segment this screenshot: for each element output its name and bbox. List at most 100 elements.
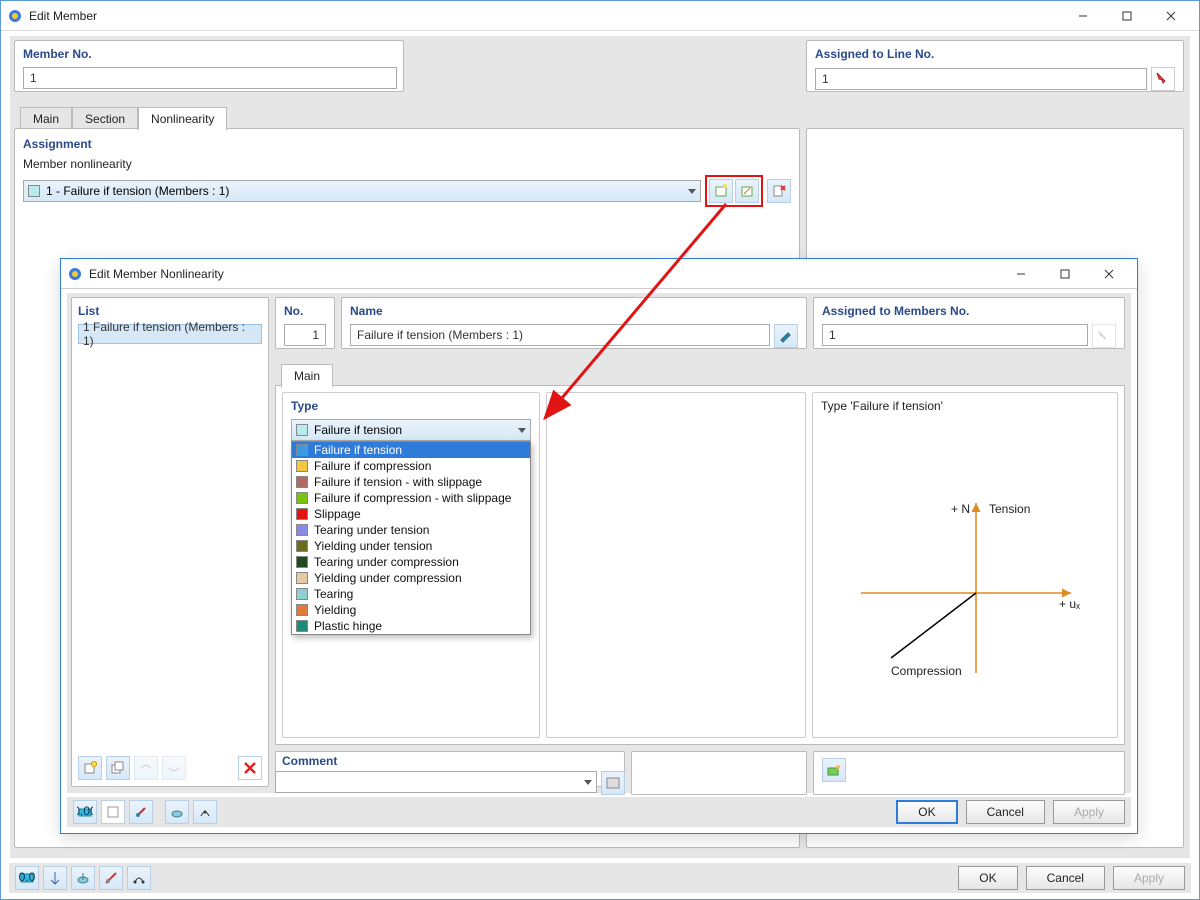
type-option[interactable]: Tearing under tension <box>292 522 530 538</box>
option-swatch <box>296 524 308 536</box>
inner-apply-button[interactable]: Apply <box>1053 800 1125 824</box>
option-label: Failure if tension <box>314 443 402 457</box>
assigned-line-group: Assigned to Line No. 1 <box>806 40 1184 92</box>
option-label: Plastic hinge <box>314 619 382 633</box>
option-swatch <box>296 444 308 456</box>
option-label: Yielding under tension <box>314 539 432 553</box>
inner-tabs: Main <box>281 363 333 387</box>
type-option[interactable]: Tearing <box>292 586 530 602</box>
preview-settings-button[interactable] <box>822 758 846 782</box>
no-field[interactable]: 1 <box>284 324 326 346</box>
footer-icon-3[interactable] <box>71 866 95 890</box>
comment-right-panel <box>813 751 1125 795</box>
inner-maximize-button[interactable] <box>1043 260 1087 288</box>
list-item[interactable]: 1 Failure if tension (Members : 1) <box>78 324 262 344</box>
close-button[interactable] <box>1149 2 1193 30</box>
type-dropdown[interactable]: Failure if tension Failure if tensionFai… <box>291 419 531 441</box>
footer-icon-5[interactable] <box>127 866 151 890</box>
maximize-button[interactable] <box>1105 2 1149 30</box>
inner-tab-main[interactable]: Main <box>281 364 333 388</box>
member-no-field[interactable]: 1 <box>23 67 397 89</box>
type-option[interactable]: Slippage <box>292 506 530 522</box>
chevron-down-icon <box>584 780 592 785</box>
comment-field[interactable] <box>275 771 597 793</box>
preview-title: Type 'Failure if tension' <box>821 399 1109 413</box>
type-group: Type Failure if tension Failure if tensi… <box>282 392 540 738</box>
outer-apply-button[interactable]: Apply <box>1113 866 1185 890</box>
pick-line-button[interactable] <box>1151 67 1175 91</box>
type-option[interactable]: Failure if compression <box>292 458 530 474</box>
nonlinearity-dropdown[interactable]: 1 - Failure if tension (Members : 1) <box>23 180 701 202</box>
type-options-list: Failure if tensionFailure if compression… <box>291 441 531 635</box>
type-middle-panel <box>546 392 806 738</box>
option-swatch <box>296 604 308 616</box>
inner-footer-icon-2[interactable] <box>101 800 125 824</box>
name-group: Name Failure if tension (Members : 1) <box>341 297 807 349</box>
edit-nonlinearity-button[interactable] <box>735 179 759 203</box>
comment-label: Comment <box>282 754 618 768</box>
type-option[interactable]: Failure if tension <box>292 442 530 458</box>
list-delete-button[interactable] <box>238 756 262 780</box>
footer-icon-1[interactable]: 0.0 <box>15 866 39 890</box>
nonlinearity-swatch <box>28 185 40 197</box>
option-label: Failure if compression - with slippage <box>314 491 511 505</box>
label-tension: Tension <box>989 502 1030 516</box>
list-new-button[interactable] <box>78 756 102 780</box>
inner-close-button[interactable] <box>1087 260 1131 288</box>
option-swatch <box>296 588 308 600</box>
outer-ok-button[interactable]: OK <box>958 866 1017 890</box>
list-delete-wrap <box>238 756 262 780</box>
assigned-members-label: Assigned to Members No. <box>822 304 1116 318</box>
name-edit-button[interactable] <box>774 324 798 348</box>
list-tool-4[interactable] <box>162 756 186 780</box>
option-swatch <box>296 492 308 504</box>
name-label: Name <box>350 304 798 318</box>
footer-icon-2[interactable] <box>43 866 67 890</box>
label-compression: Compression <box>891 664 962 678</box>
name-field[interactable]: Failure if tension (Members : 1) <box>350 324 770 346</box>
new-nonlinearity-button[interactable] <box>709 179 733 203</box>
comment-mid-panel <box>631 751 807 795</box>
svg-text:0.00: 0.00 <box>77 804 93 818</box>
inner-footer-icon-5[interactable] <box>193 800 217 824</box>
preview-diagram: Tension + N + uₓ Compression <box>821 413 1111 713</box>
type-option[interactable]: Yielding under compression <box>292 570 530 586</box>
option-label: Tearing <box>314 587 353 601</box>
type-option[interactable]: Plastic hinge <box>292 618 530 634</box>
footer-icon-4[interactable] <box>99 866 123 890</box>
assigned-members-field[interactable]: 1 <box>822 324 1088 346</box>
inner-footer: 0.00 OK Cancel Apply <box>67 797 1131 827</box>
type-label: Type <box>291 399 531 413</box>
type-option[interactable]: Failure if compression - with slippage <box>292 490 530 506</box>
comment-lib-button[interactable] <box>601 771 625 795</box>
list-copy-button[interactable] <box>106 756 130 780</box>
label-ux: + uₓ <box>1059 597 1080 611</box>
type-option[interactable]: Failure if tension - with slippage <box>292 474 530 490</box>
label-n: + N <box>951 502 970 516</box>
pick-members-button[interactable] <box>1092 324 1116 348</box>
inner-minimize-button[interactable] <box>999 260 1043 288</box>
inner-footer-icon-3[interactable] <box>129 800 153 824</box>
no-label: No. <box>284 304 326 318</box>
minimize-button[interactable] <box>1061 2 1105 30</box>
svg-text:0.0: 0.0 <box>19 870 35 884</box>
inner-footer-icon-4[interactable] <box>165 800 189 824</box>
option-swatch <box>296 476 308 488</box>
list-tool-3[interactable] <box>134 756 158 780</box>
assigned-line-field[interactable]: 1 <box>815 68 1147 90</box>
assigned-line-label: Assigned to Line No. <box>815 47 1175 61</box>
outer-cancel-button[interactable]: Cancel <box>1026 866 1105 890</box>
type-option[interactable]: Yielding <box>292 602 530 618</box>
delete-nonlinearity-button[interactable] <box>767 179 791 203</box>
outer-tabs: Main Section Nonlinearity <box>20 106 227 130</box>
list-toolbar <box>78 756 190 780</box>
tab-nonlinearity[interactable]: Nonlinearity <box>138 107 227 131</box>
type-option[interactable]: Yielding under tension <box>292 538 530 554</box>
inner-content: List 1 Failure if tension (Members : 1) … <box>67 293 1131 793</box>
inner-cancel-button[interactable]: Cancel <box>966 800 1045 824</box>
inner-footer-icon-1[interactable]: 0.00 <box>73 800 97 824</box>
inner-titlebar: Edit Member Nonlinearity <box>61 259 1137 289</box>
inner-ok-button[interactable]: OK <box>896 800 957 824</box>
type-option[interactable]: Tearing under compression <box>292 554 530 570</box>
app-icon <box>67 266 83 282</box>
